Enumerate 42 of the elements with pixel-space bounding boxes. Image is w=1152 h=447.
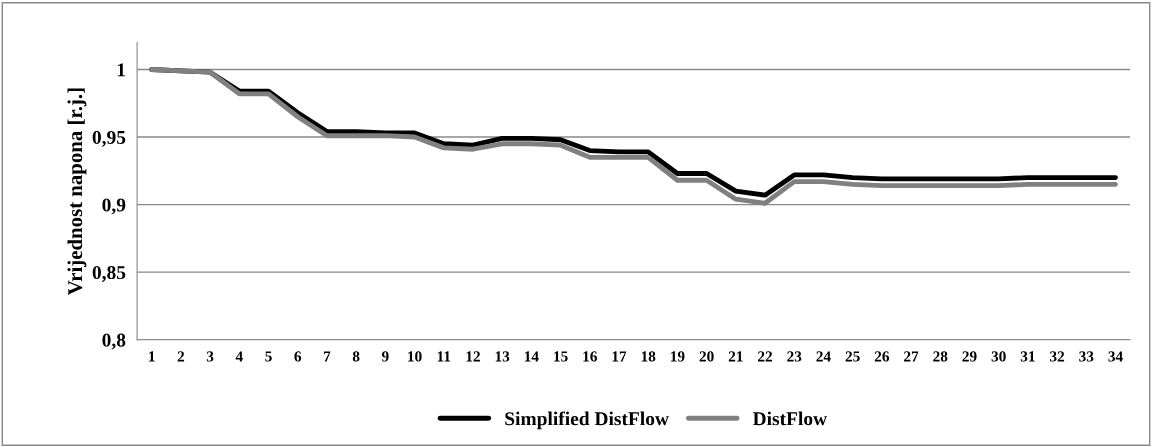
x-tick-label: 16 — [583, 351, 597, 362]
x-tick-label: 4 — [235, 351, 243, 362]
y-tick-label: 0,9 — [102, 198, 126, 215]
x-tick-label: 22 — [758, 351, 773, 362]
legend-label: DistFlow — [752, 411, 828, 426]
x-tick-label: 20 — [699, 351, 714, 362]
x-tick-label: 25 — [845, 351, 860, 362]
x-tick-label: 23 — [787, 351, 802, 362]
x-tick-label: 19 — [671, 351, 685, 362]
x-tick-label: 33 — [1079, 351, 1094, 362]
x-tick-label: 18 — [641, 351, 656, 362]
x-tick-label: 11 — [437, 351, 451, 362]
y-tick-label: 1 — [117, 63, 125, 77]
x-tick-label: 14 — [524, 351, 539, 362]
y-tick-label: 0,85 — [92, 265, 126, 282]
x-tick-label: 7 — [323, 351, 331, 362]
x-tick-label: 12 — [466, 351, 480, 362]
x-tick-label: 10 — [408, 351, 422, 362]
x-tick-label: 17 — [612, 351, 627, 362]
x-tick-label: 2 — [177, 351, 185, 362]
x-tick-label: 27 — [904, 351, 919, 362]
x-tick-label: 31 — [1020, 351, 1035, 362]
x-tick-label: 28 — [933, 351, 948, 362]
x-tick-label: 34 — [1108, 351, 1123, 362]
x-tick-label: 26 — [874, 351, 890, 362]
x-tick-label: 1 — [149, 351, 155, 362]
y-tick-label: 0,8 — [102, 333, 126, 350]
y-axis-title: Vrijednost napona [r.j.] — [67, 88, 87, 296]
x-tick-label: 6 — [294, 351, 302, 362]
x-tick-label: 24 — [816, 351, 831, 362]
x-tick-label: 21 — [728, 351, 743, 362]
x-tick-label: 30 — [991, 351, 1006, 362]
legend-label: Simplified DistFlow — [505, 411, 669, 430]
x-tick-label: 8 — [352, 351, 360, 362]
x-tick-label: 9 — [381, 351, 389, 362]
x-tick-label: 29 — [962, 351, 977, 362]
x-tick-label: 3 — [206, 351, 214, 362]
x-tick-label: 15 — [554, 351, 568, 362]
y-tick-label: 0,95 — [92, 130, 126, 147]
x-tick-label: 5 — [265, 351, 272, 362]
x-tick-label: 13 — [495, 351, 510, 362]
x-tick-label: 32 — [1050, 351, 1065, 362]
